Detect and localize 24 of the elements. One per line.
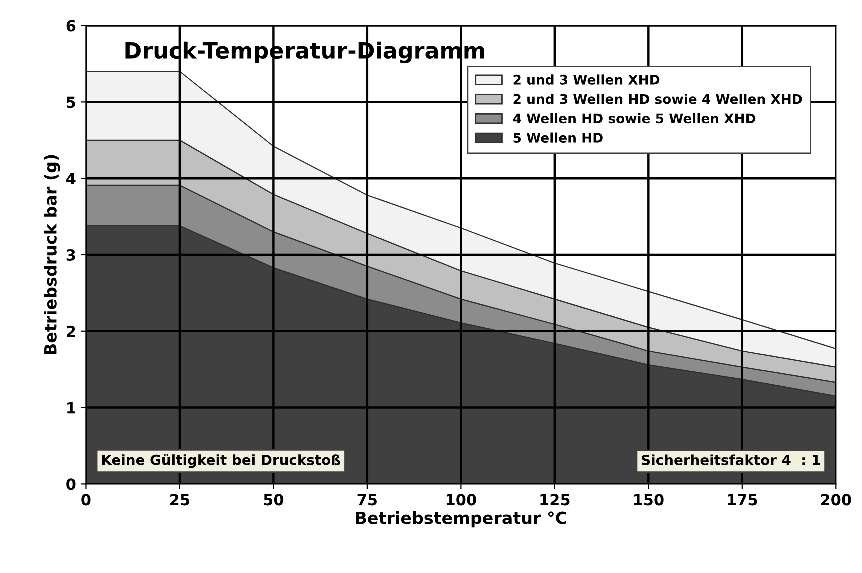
x-tick-label: 150 [634,494,664,506]
legend-label: 5 Wellen HD [514,132,603,143]
y-tick-label: 0 [66,478,76,490]
legend-label: 2 und 3 Wellen HD sowie 4 Wellen XHD [514,94,802,104]
x-tick-label: 125 [540,494,570,506]
annotation: Sicherheitsfaktor 4 : 1 [642,454,820,466]
x-tick-label: 0 [82,494,91,506]
legend-label: 2 und 3 Wellen XHD [514,74,660,85]
y-tick-label: 2 [67,326,76,338]
x-tick-label: 75 [358,494,377,506]
x-axis-title: Betriebstemperatur °C [356,511,567,528]
x-tick-label: 175 [728,494,758,506]
x-tick-label: 50 [264,494,284,506]
y-tick-label: 1 [68,402,76,414]
x-tick-label: 200 [821,494,852,506]
y-axis-title: Betriebsdruck bar (g) [44,155,60,355]
y-tick-label: 4 [66,173,76,184]
annotation: Keine Gültigkeit bei Druckstoß [102,454,340,468]
y-tick-label: 3 [66,249,76,262]
x-tick-label: 25 [170,494,190,506]
y-tick-label: 6 [66,20,76,32]
x-tick-label: 100 [446,494,476,506]
legend-label: 4 Wellen HD sowie 5 Wellen XHD [513,113,756,124]
y-tick-label: 5 [67,96,76,108]
